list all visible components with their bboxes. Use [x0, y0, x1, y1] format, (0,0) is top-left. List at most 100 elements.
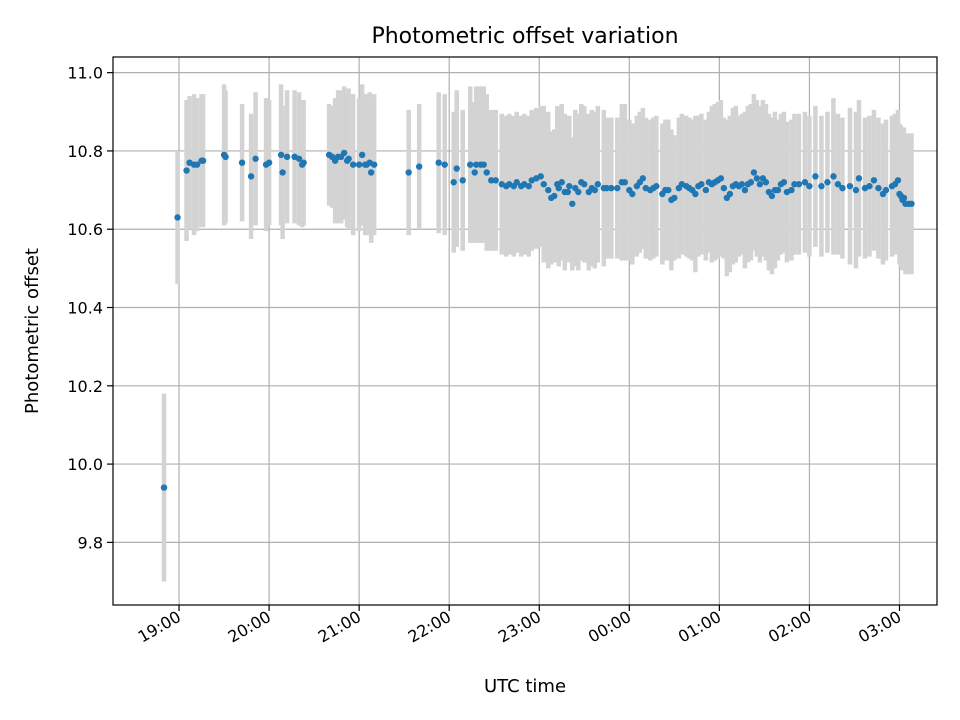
data-point [183, 167, 190, 174]
data-point [471, 169, 478, 176]
data-point [866, 182, 873, 190]
y-tick-label: 10.0 [67, 455, 103, 474]
data-point [199, 157, 207, 164]
data-point [692, 190, 699, 198]
data-point [747, 179, 755, 186]
data-point [834, 181, 842, 188]
data-point [415, 163, 423, 170]
data-point [756, 181, 764, 188]
data-point [367, 169, 375, 176]
data-point [608, 184, 615, 192]
data-point [806, 182, 813, 190]
data-point [824, 179, 831, 186]
data-point [160, 484, 168, 491]
data-point [513, 179, 520, 186]
y-tick-label: 10.2 [67, 377, 103, 396]
data-point [295, 155, 303, 162]
data-point [801, 179, 809, 186]
data-point [908, 200, 915, 207]
data-point [698, 181, 705, 188]
data-point [569, 200, 576, 207]
data-point [870, 177, 878, 184]
data-point [540, 181, 547, 188]
y-tick-label: 11.0 [67, 64, 103, 83]
data-point [555, 184, 562, 192]
data-point [265, 159, 273, 166]
data-point [720, 184, 728, 192]
data-point [222, 153, 229, 161]
data-point [441, 161, 448, 168]
y-tick-label: 9.8 [78, 533, 103, 552]
data-point [594, 181, 601, 188]
data-point [702, 186, 710, 194]
data-point [558, 179, 565, 186]
chart-title: Photometric offset variation [371, 24, 678, 49]
data-point [450, 179, 457, 186]
data-point [358, 151, 366, 159]
data-point [750, 169, 758, 176]
data-point [581, 181, 588, 188]
data-point [435, 159, 442, 166]
data-point [370, 161, 378, 168]
data-point [639, 175, 647, 182]
data-point [875, 184, 882, 192]
data-point [483, 169, 490, 176]
x-axis-label: UTC time [484, 676, 566, 697]
data-point [345, 155, 352, 162]
data-point [665, 186, 672, 194]
data-point [193, 161, 201, 168]
data-point [839, 184, 846, 192]
y-tick-label: 10.6 [67, 220, 103, 239]
data-point [762, 179, 770, 186]
data-point [492, 177, 499, 184]
data-point [830, 173, 837, 180]
data-point [566, 182, 573, 190]
data-point [537, 173, 544, 180]
data-point [247, 173, 255, 180]
data-point [846, 182, 854, 190]
data-point [852, 186, 860, 194]
data-point [774, 186, 782, 194]
data-point [551, 192, 558, 200]
data-point [614, 184, 621, 192]
y-tick-label: 10.4 [67, 299, 103, 318]
data-point [355, 161, 363, 168]
data-point [738, 181, 746, 188]
data-point [453, 165, 460, 172]
data-point [726, 190, 734, 198]
data-point [768, 192, 776, 200]
data-point [480, 161, 487, 168]
data-point [349, 161, 357, 168]
data-point [788, 186, 795, 194]
y-axis-label: Photometric offset [22, 248, 43, 414]
data-point [279, 169, 286, 176]
data-point [900, 194, 908, 202]
data-point [545, 186, 552, 194]
y-tick-label: 10.8 [67, 142, 103, 161]
data-point [621, 179, 629, 186]
data-point [238, 159, 246, 166]
data-point [653, 182, 660, 190]
data-point [467, 161, 474, 168]
data-points [160, 149, 915, 491]
data-point [488, 177, 495, 184]
data-point [717, 175, 725, 182]
data-point [855, 175, 863, 182]
data-point [671, 194, 678, 202]
data-point [753, 175, 761, 182]
data-point [525, 182, 532, 190]
data-point [795, 181, 803, 188]
data-point [812, 173, 819, 180]
data-point [277, 151, 285, 159]
data-point [575, 188, 582, 196]
data-point [300, 159, 307, 166]
plot-frame [112, 56, 938, 606]
data-point [603, 184, 610, 192]
data-point [780, 179, 788, 186]
data-point [473, 161, 480, 168]
data-point [741, 186, 749, 194]
data-point [283, 153, 291, 161]
data-point [252, 155, 259, 162]
data-point [818, 182, 825, 190]
